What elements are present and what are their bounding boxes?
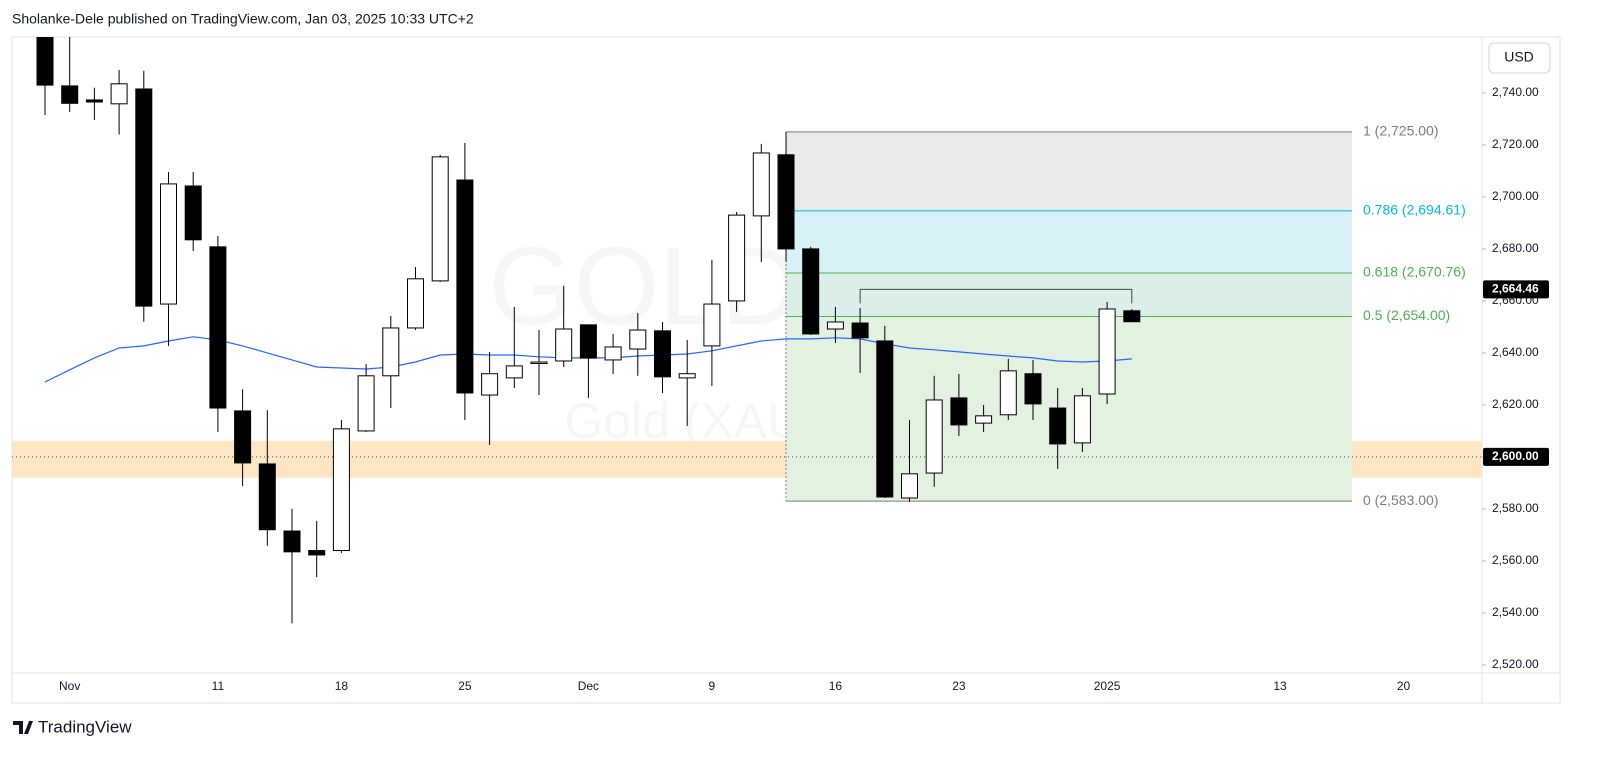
plot: GOLD, 1DGold (XAUUSD)1 (2,725.00)0.786 (… — [12, 37, 1482, 624]
x-tick-label: 18 — [335, 679, 349, 693]
candle-body — [678, 373, 696, 379]
price-badge — [1483, 447, 1549, 466]
candle-body — [36, 37, 54, 86]
candle-body — [975, 415, 993, 424]
candle-body — [530, 361, 548, 365]
candle-body — [382, 327, 400, 377]
candle-body — [407, 278, 424, 329]
candle-body — [1073, 395, 1091, 444]
y-tick-label: 2,640.00 — [1492, 345, 1539, 359]
candle-body — [925, 399, 943, 474]
y-tick-label: 2,540.00 — [1492, 605, 1539, 619]
fib-label: 1 (2,725.00) — [1363, 123, 1439, 139]
y-tick-label: 2,680.00 — [1492, 241, 1539, 255]
candle-body — [901, 473, 918, 499]
candle-body — [258, 463, 276, 531]
x-tick-label: 11 — [212, 679, 225, 693]
candle-body — [1024, 373, 1042, 405]
candle-body — [332, 428, 350, 552]
x-tick-label: 20 — [1397, 679, 1411, 693]
x-tick-label: 2025 — [1094, 679, 1121, 693]
currency-button[interactable] — [1488, 42, 1551, 74]
frame — [11, 36, 1561, 704]
candle-body — [654, 330, 671, 378]
fib-label: 0 (2,583.00) — [1363, 492, 1439, 508]
candle-body — [456, 179, 474, 394]
candle-body — [1123, 310, 1141, 323]
price-badge-label: 2,664.46 — [1492, 281, 1539, 295]
candle-body — [826, 321, 844, 330]
candle-body — [505, 365, 523, 379]
candle-body — [184, 185, 202, 241]
fib-label: 0.5 (2,654.00) — [1363, 307, 1450, 323]
x-tick-label: Dec — [578, 679, 599, 693]
candle-body — [61, 85, 79, 104]
footer-logo: TradingView — [13, 717, 132, 736]
candle-body — [308, 550, 326, 556]
candle-body — [752, 152, 770, 217]
y-tick-label: 2,520.00 — [1492, 657, 1539, 671]
candle-body — [85, 99, 103, 103]
candle-body — [876, 340, 894, 498]
footer: TradingView — [38, 717, 132, 736]
currency-label: USD — [1504, 49, 1534, 65]
candle-body — [579, 324, 597, 359]
price-range-line — [859, 288, 1133, 304]
candle-body — [604, 346, 622, 361]
candle-body — [234, 410, 252, 464]
x-tick-label: 9 — [709, 679, 716, 693]
candle-body — [1049, 407, 1067, 445]
candle-body — [110, 83, 128, 105]
price-badge-label: 2,600.00 — [1492, 449, 1539, 463]
candle-body — [135, 88, 153, 307]
logo-mark — [13, 721, 33, 734]
candle-body — [357, 375, 375, 432]
x-tick-label: 13 — [1273, 679, 1287, 693]
x-tick-label: 23 — [952, 679, 966, 693]
candle-body — [851, 322, 869, 339]
candle-body — [629, 329, 647, 350]
y-tick-label: 2,740.00 — [1492, 85, 1539, 99]
candle-body — [1098, 308, 1116, 395]
x-tick-label: 25 — [458, 679, 472, 693]
header: Sholanke-Dele published on TradingView.c… — [12, 11, 474, 27]
y-tick-label: 2,560.00 — [1492, 553, 1539, 567]
candle-body — [777, 154, 795, 250]
price-badge — [1483, 280, 1549, 299]
axes: 2,520.00 2,540.00 2,560.00 2,580.00 2,600.00… — [59, 85, 1549, 693]
x-tick-label: 16 — [829, 679, 843, 693]
fib-label: 0.618 (2,670.76) — [1363, 264, 1466, 280]
candle-body — [209, 246, 227, 409]
candle-body — [431, 156, 449, 282]
y-tick-label: 2,720.00 — [1492, 137, 1539, 151]
x-tick-label: Nov — [59, 679, 80, 693]
candle-body — [160, 183, 177, 305]
candle-body — [283, 530, 301, 553]
y-tick-label: 2,620.00 — [1492, 397, 1539, 411]
fib-zone — [786, 272, 1352, 317]
y-tick-label: 2,580.00 — [1492, 501, 1539, 515]
candle-body — [950, 397, 968, 426]
candle-body — [802, 248, 820, 335]
fib-label: 0.786 (2,694.61) — [1363, 202, 1466, 218]
candle-body — [703, 303, 721, 347]
fib-zone — [786, 131, 1352, 211]
fib-zone — [786, 210, 1352, 273]
candle-body — [555, 328, 573, 362]
candle-body — [999, 370, 1017, 416]
candle-body — [728, 214, 746, 302]
y-tick-label: 2,700.00 — [1492, 189, 1539, 203]
fib-zone — [786, 316, 1352, 502]
candle-body — [481, 373, 499, 396]
